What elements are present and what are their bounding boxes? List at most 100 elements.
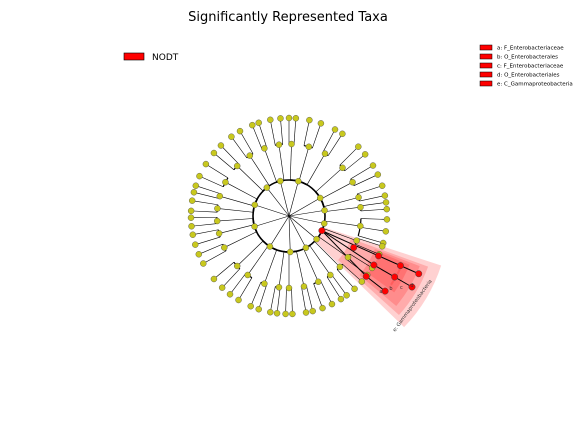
- branch: [199, 175, 224, 187]
- branch: [198, 243, 223, 255]
- branch: [323, 197, 359, 207]
- branch: [318, 236, 349, 258]
- taxon-node: [267, 308, 274, 316]
- chart-title: Significantly Represented Taxa: [188, 10, 388, 25]
- enriched-branch: [321, 230, 367, 277]
- taxon-node: [277, 177, 284, 185]
- enriched-branch: [321, 230, 375, 266]
- branch: [254, 204, 290, 217]
- branch: [276, 287, 281, 314]
- legend: NODT: [123, 52, 179, 63]
- branch: [326, 276, 342, 300]
- taxon-node: [374, 171, 382, 178]
- branch: [349, 253, 373, 269]
- branch: [288, 215, 307, 248]
- branch: [355, 243, 380, 255]
- taxon-node: [369, 162, 377, 169]
- branch: [303, 248, 319, 282]
- branch: [322, 228, 357, 241]
- branch: [357, 237, 383, 247]
- taxon-node: [244, 271, 251, 279]
- branch: [249, 155, 270, 186]
- branch: [339, 146, 359, 166]
- taxon-node: [357, 222, 364, 230]
- taxon-node: [277, 115, 284, 122]
- taxon-node: [285, 284, 293, 292]
- taxon-node: [187, 207, 195, 215]
- taxon-node: [275, 284, 283, 291]
- branch: [269, 215, 290, 247]
- taxon-node: [383, 216, 391, 223]
- taxon-node: [221, 244, 228, 251]
- taxon-node: [358, 278, 366, 285]
- enriched-node: [415, 270, 423, 278]
- taxon-node: [228, 133, 235, 140]
- branch: [266, 187, 290, 217]
- taxon-node: [361, 151, 369, 158]
- branch: [213, 262, 235, 280]
- taxon-node: [216, 192, 223, 200]
- taxon-node: [337, 295, 345, 303]
- branch: [195, 236, 221, 245]
- taxon-node: [357, 204, 364, 211]
- taxon-node: [321, 220, 328, 227]
- branch: [288, 181, 299, 217]
- taxon-node: [236, 127, 244, 135]
- taxon-node: [315, 278, 322, 285]
- clade-key-swatch-d: [479, 71, 493, 78]
- branch: [320, 280, 333, 305]
- clade-letter-a: a: [379, 289, 382, 295]
- branch: [342, 263, 363, 282]
- branch: [360, 202, 387, 207]
- taxon-node: [328, 300, 336, 308]
- branch: [312, 123, 322, 149]
- taxon-node: [339, 164, 346, 172]
- branch: [247, 245, 269, 276]
- taxon-node: [251, 223, 258, 230]
- taxon-node: [234, 162, 241, 170]
- branch: [309, 245, 331, 276]
- branch: [324, 220, 361, 227]
- taxon-node: [321, 150, 329, 157]
- branch: [236, 165, 264, 192]
- branch: [358, 235, 384, 244]
- taxon-node: [263, 184, 271, 191]
- taxon-node: [317, 120, 325, 127]
- taxon-node: [353, 237, 360, 244]
- branch: [306, 285, 313, 312]
- branch: [344, 154, 366, 171]
- taxon-node: [273, 310, 281, 317]
- branch: [254, 215, 290, 227]
- taxon-node: [343, 292, 350, 299]
- enriched-branch: [321, 230, 355, 246]
- branch: [301, 286, 307, 313]
- branch: [213, 152, 235, 170]
- taxon-node: [188, 223, 195, 230]
- taxon-node: [214, 205, 221, 212]
- branch: [289, 144, 292, 181]
- branch: [354, 174, 378, 186]
- branch: [350, 165, 374, 180]
- branch: [192, 200, 218, 206]
- branch: [320, 181, 353, 200]
- branch: [303, 120, 310, 146]
- branch: [291, 287, 293, 314]
- branch: [270, 119, 276, 146]
- enriched-node: [381, 287, 389, 295]
- taxon-node: [275, 141, 283, 148]
- clade-wedge-d: [338, 238, 429, 316]
- branch: [231, 136, 247, 158]
- branch: [203, 250, 227, 264]
- taxon-node: [200, 260, 207, 267]
- branch: [278, 251, 285, 288]
- taxon-node: [327, 271, 334, 279]
- taxon-node: [187, 214, 195, 221]
- branch: [288, 215, 317, 240]
- taxon-node: [246, 152, 253, 159]
- clade-key-label-b: b: O_Enterobacterales: [497, 55, 558, 61]
- branch: [280, 118, 284, 145]
- taxon-node: [222, 178, 229, 186]
- taxon-node: [344, 254, 352, 261]
- clade-key-label-c: c: F_Enterobacteriaceae: [497, 64, 564, 70]
